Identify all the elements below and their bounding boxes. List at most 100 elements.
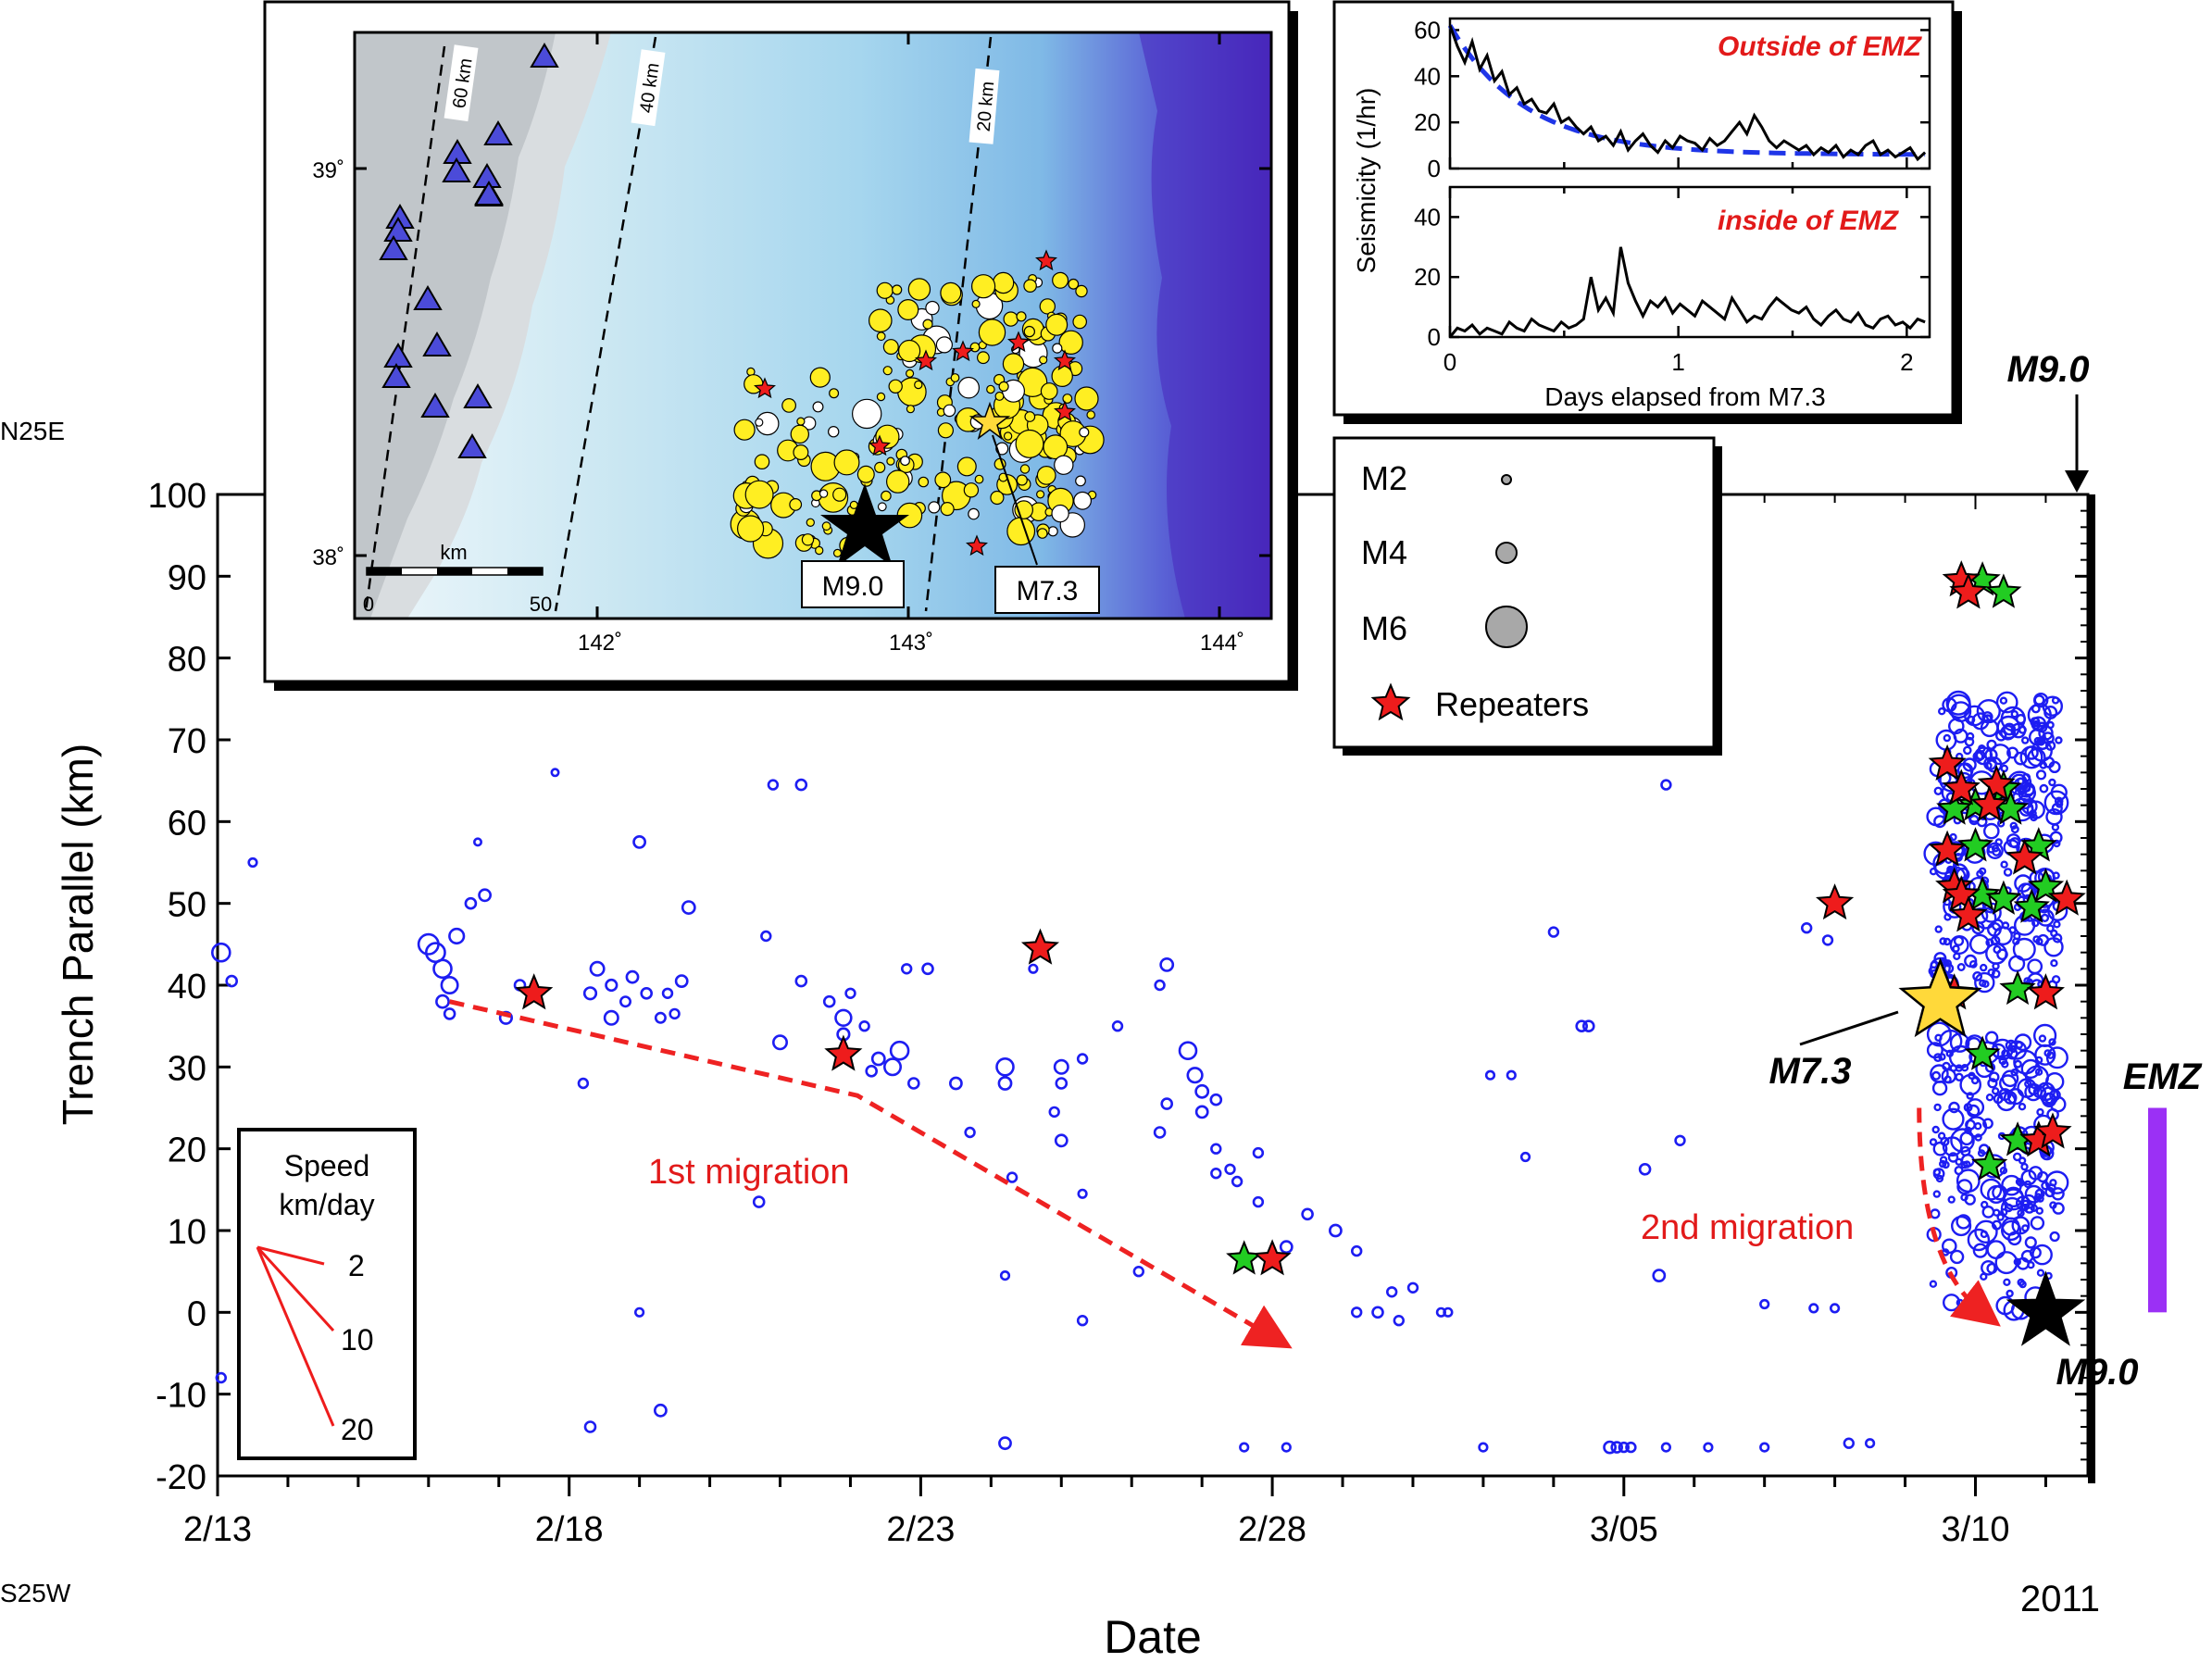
y-tick-label: 40 <box>168 968 206 1006</box>
map-event <box>877 502 887 512</box>
event-circle <box>760 930 772 943</box>
map-event <box>1040 382 1058 400</box>
map-m73-star <box>969 401 1011 440</box>
event-circle <box>2018 1280 2027 1289</box>
event-circle <box>1610 1441 1623 1454</box>
event-circle <box>1933 786 1943 795</box>
map-event <box>789 498 803 511</box>
event-circle <box>625 969 640 984</box>
event-circle <box>225 974 238 988</box>
event-circle <box>619 995 631 1008</box>
event-circle <box>1385 1286 1398 1298</box>
event-circle <box>2012 937 2020 945</box>
event-circle <box>2033 1023 2057 1047</box>
second-migration-label: 2nd migration <box>1641 1208 1854 1247</box>
event-circle <box>1252 1195 1265 1208</box>
repeater-star-red <box>1020 928 1060 965</box>
event-circle <box>2000 764 2008 773</box>
map-event <box>1016 474 1028 486</box>
map-event <box>733 419 756 441</box>
event-circle <box>1575 1019 1588 1032</box>
legend-m4-marker <box>1495 542 1518 564</box>
event-circle <box>1995 691 2018 714</box>
station-triangle <box>381 363 411 388</box>
event-circle <box>2002 1188 2025 1211</box>
map-events <box>730 249 1105 559</box>
event-circle <box>1978 744 1986 753</box>
event-circle <box>1967 715 1976 724</box>
repeater-stars <box>515 560 2086 1276</box>
event-circle <box>1943 733 1952 743</box>
map-event <box>1079 427 1090 438</box>
map-event <box>935 336 954 354</box>
event-circle <box>1048 1106 1060 1119</box>
event-circle <box>2035 769 2047 781</box>
event-circle <box>1981 1260 1996 1276</box>
event-circle <box>1160 1097 1173 1110</box>
map-event <box>1023 279 1037 293</box>
main-shock-stars <box>1898 957 2086 1346</box>
event-circle <box>654 1011 667 1024</box>
event-circle <box>1966 1098 1985 1117</box>
event-circle <box>1981 1206 1995 1219</box>
event-circle <box>2029 809 2037 818</box>
station-triangle <box>379 235 408 260</box>
event-circle <box>2006 1289 2014 1298</box>
event-circle <box>1582 1019 1595 1032</box>
map-event <box>856 465 875 483</box>
event-circle <box>2018 1102 2027 1111</box>
scale-bar-zero: 0 <box>363 593 374 616</box>
event-circle <box>1660 1442 1671 1453</box>
legend-m6-marker <box>1485 606 1528 648</box>
map-event <box>1086 410 1095 419</box>
event-circle <box>1956 962 1966 971</box>
event-circle <box>1055 1077 1069 1090</box>
speed-line-2 <box>256 1245 325 1266</box>
seis-bottom-ytick-label: 40 <box>1414 203 1441 231</box>
event-circle <box>440 976 459 995</box>
event-circle <box>1194 1083 1210 1099</box>
station-triangle <box>383 217 413 242</box>
map-m90-star <box>820 483 909 567</box>
event-circle <box>1943 959 1953 968</box>
map-event <box>1016 311 1027 322</box>
event-circle <box>1603 1440 1617 1455</box>
map-event <box>998 381 1009 392</box>
map-event <box>882 366 893 376</box>
map-event <box>925 300 940 316</box>
station-triangle <box>530 43 559 68</box>
event-circle <box>1939 1156 1948 1164</box>
event-circle <box>1985 1093 1994 1102</box>
y-tick-label: -20 <box>156 1458 206 1497</box>
contour-40km-label-bg <box>631 49 666 127</box>
speed-title: Speed <box>284 1149 370 1182</box>
event-circle <box>1991 1087 2000 1095</box>
map-m90-label: M9.0 <box>822 571 884 602</box>
event-circle <box>870 1051 886 1067</box>
event-circle <box>1968 960 1978 969</box>
event-circle <box>1964 736 1975 747</box>
repeater-star-green <box>1936 790 1973 825</box>
event-circle <box>997 1076 1013 1091</box>
event-circle <box>1942 697 1957 713</box>
event-circle <box>998 1436 1012 1451</box>
event-circle <box>1984 761 1993 770</box>
map-m73-leader <box>992 434 1038 566</box>
event-circle <box>1959 1131 1974 1146</box>
repeater-star-green <box>2027 868 2065 903</box>
event-circle <box>1178 1041 1198 1060</box>
event-circle <box>2013 751 2028 766</box>
map-event <box>886 456 895 466</box>
x-axis-label: Date <box>1104 1611 1202 1663</box>
map-scale-bar: km 0 50 <box>363 541 552 616</box>
lat-label-38: 38˚ <box>312 545 344 570</box>
event-circle <box>1252 1146 1265 1159</box>
legend-repeater-star <box>1370 682 1411 721</box>
event-circle <box>2038 725 2054 741</box>
map-event <box>940 501 955 517</box>
event-circle <box>632 835 646 849</box>
event-circle <box>2010 710 2019 719</box>
event-circle <box>767 779 780 791</box>
repeater-star-red <box>1928 830 1967 867</box>
